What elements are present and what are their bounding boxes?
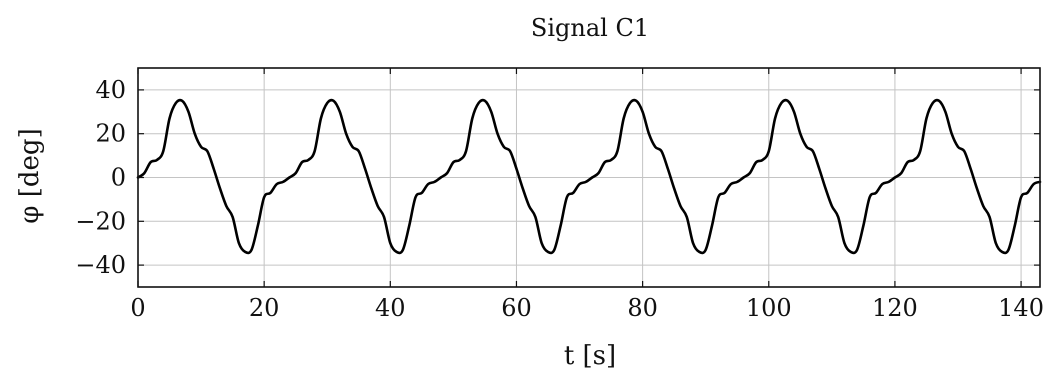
x-tick-label: 80: [627, 294, 658, 322]
chart-title: Signal C1: [531, 14, 649, 42]
y-tick-label: −20: [75, 207, 126, 235]
y-axis-label: φ [deg]: [15, 128, 45, 223]
x-tick-label: 120: [872, 294, 918, 322]
series-line: [136, 98, 1042, 255]
y-tick-label: −40: [75, 251, 126, 279]
y-tick-label: 20: [95, 120, 126, 148]
x-tick-label: 40: [375, 294, 406, 322]
x-tick-label: 60: [501, 294, 532, 322]
series-layer: [136, 98, 1042, 255]
tick-marks: [137, 68, 1040, 287]
x-tick-label: 0: [130, 294, 145, 322]
x-axis-label: t [s]: [564, 341, 616, 371]
x-tick-label: 100: [746, 294, 792, 322]
y-tick-labels: 40 20 0 −20 −40: [75, 76, 126, 279]
x-tick-labels: 0 20 40 60 80 100 120 140: [130, 294, 1043, 322]
y-tick-label: 40: [95, 76, 126, 104]
y-tick-label: 0: [111, 164, 126, 192]
grid-lines: [137, 68, 1040, 287]
x-tick-label: 140: [998, 294, 1043, 322]
x-tick-label: 20: [249, 294, 280, 322]
